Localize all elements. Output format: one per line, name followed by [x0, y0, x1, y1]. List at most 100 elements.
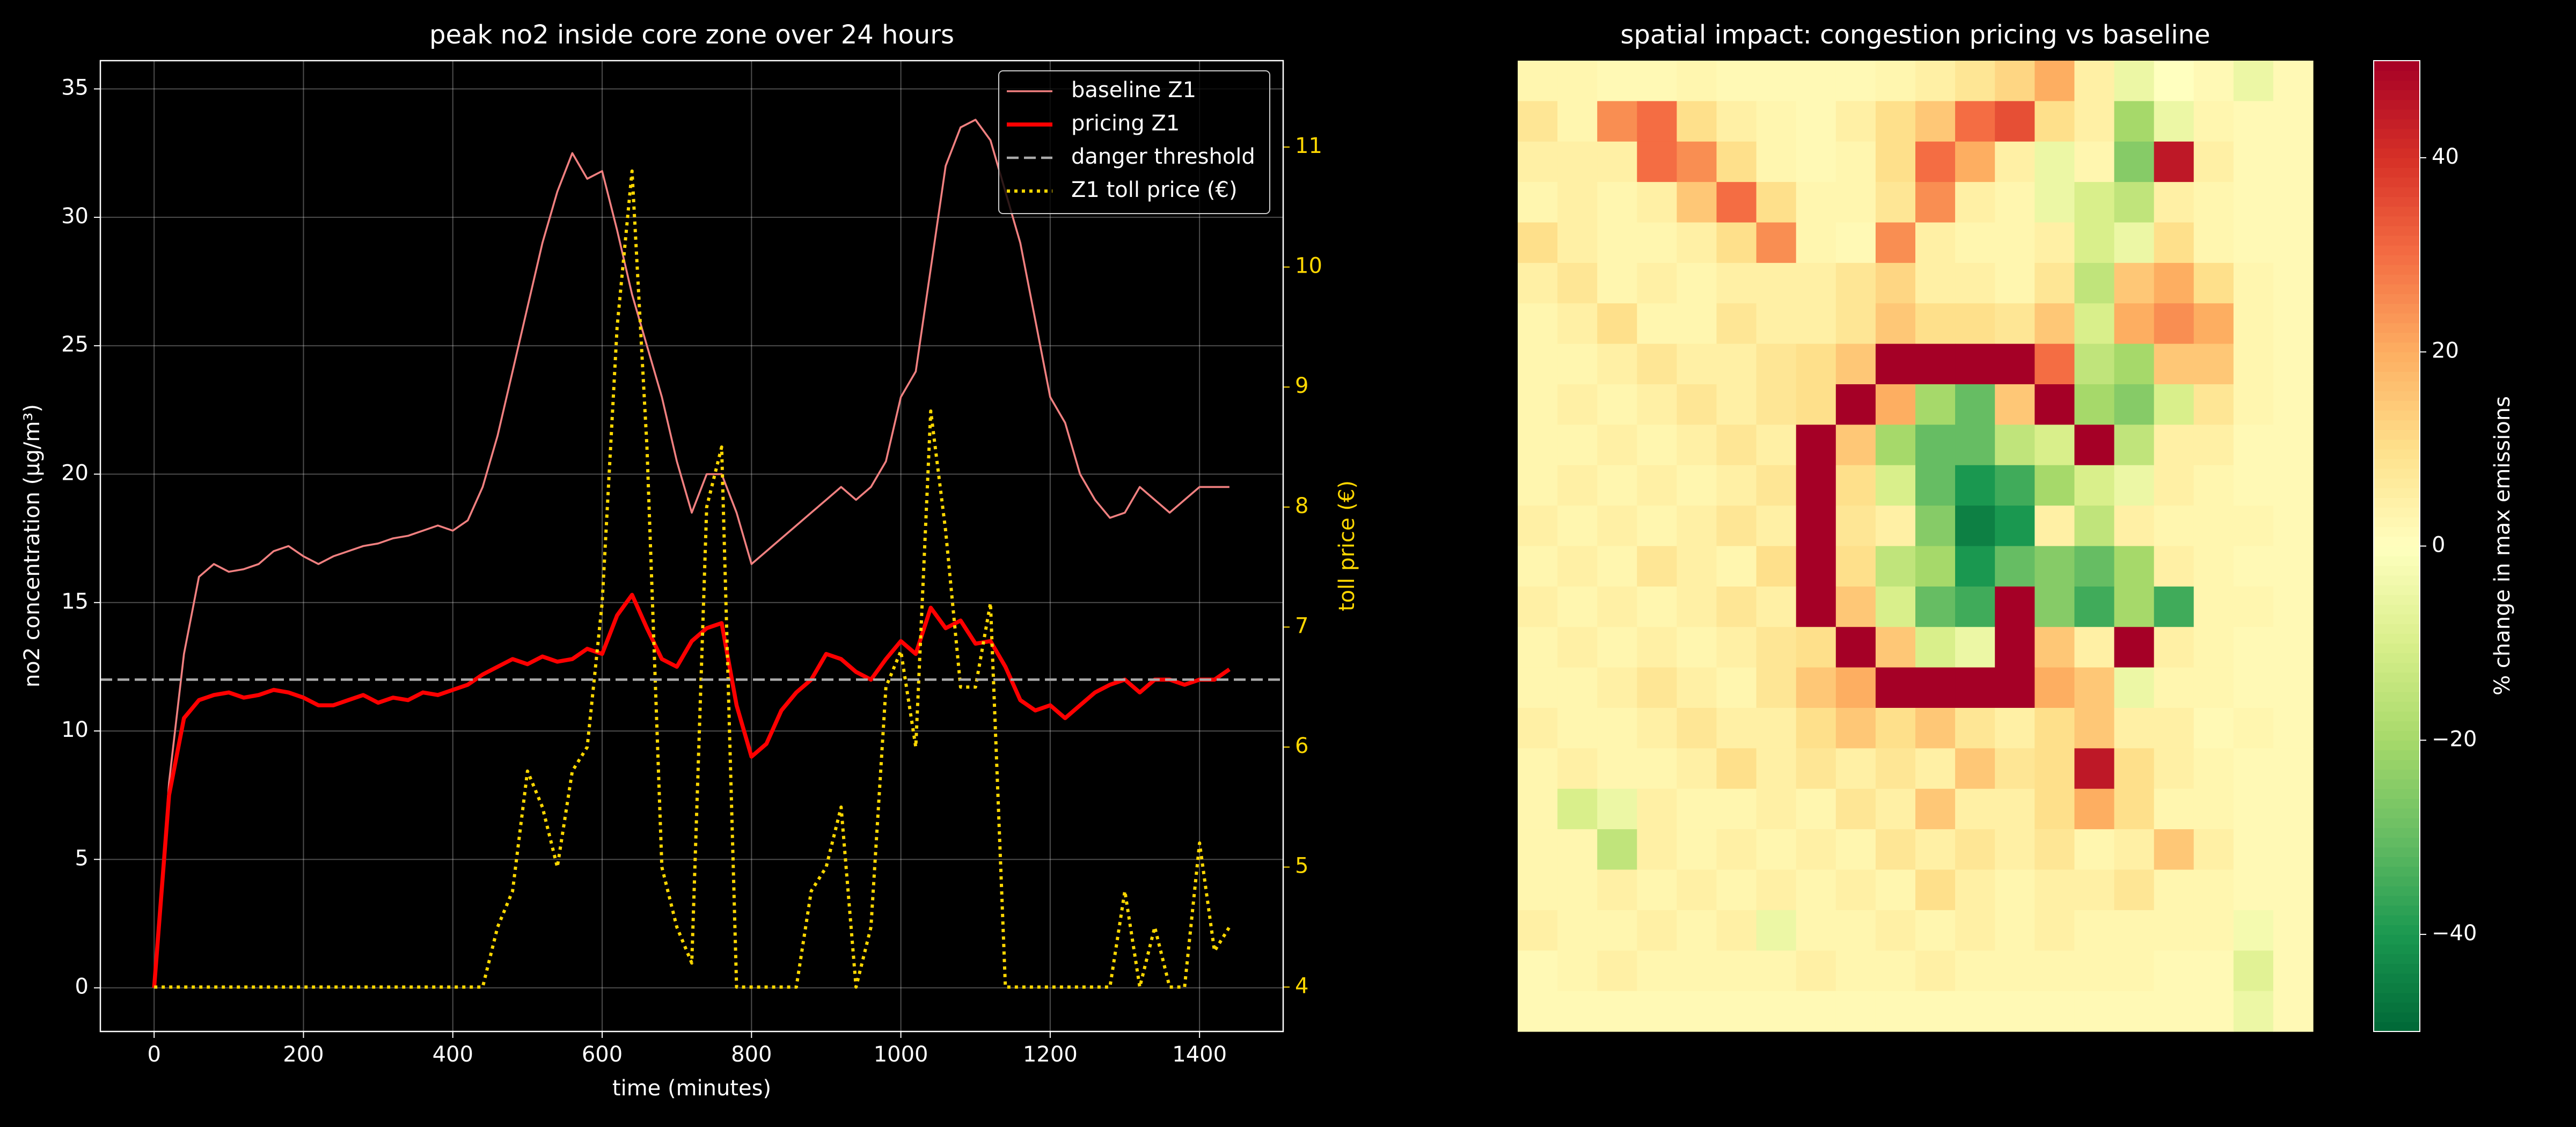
colorbar-step [2374, 769, 2420, 780]
heatmap-cell [2114, 384, 2155, 425]
colorbar-step [2374, 944, 2420, 955]
heatmap-cell [2114, 101, 2155, 142]
legend-box [998, 70, 1270, 214]
heatmap-cell [2233, 222, 2274, 264]
heatmap-cell [1756, 182, 1797, 223]
heatmap-cell [2154, 627, 2194, 668]
colorbar-step [2374, 895, 2420, 906]
heatmap-cell [1955, 708, 1995, 749]
heatmap-cell [2233, 141, 2274, 182]
heatmap-cell [1915, 586, 1956, 627]
heatmap-cell [2035, 465, 2075, 506]
heatmap-cell [1677, 586, 1717, 627]
heatmap-cell [1875, 829, 1916, 870]
heatmap-cell [1835, 829, 1876, 870]
heatmap-cell [1637, 991, 1677, 1032]
heatmap-cell [1756, 343, 1797, 385]
heatmap-cell [2154, 748, 2194, 789]
heatmap-cell [1796, 708, 1836, 749]
colorbar-step [2374, 225, 2420, 236]
heatmap-cell [1955, 546, 1995, 587]
heatmap-cell [1995, 101, 2035, 142]
y-tick-label: 15 [61, 589, 89, 614]
heatmap-cell [2273, 343, 2314, 385]
heatmap-cell [2114, 586, 2155, 627]
heatmap-cell [1835, 61, 1876, 101]
heatmap-cell [1677, 303, 1717, 345]
heatmap-cell [1716, 141, 1757, 182]
colorbar-step [2374, 429, 2420, 440]
heatmap-cell [2154, 61, 2194, 101]
heatmap-cell [2074, 748, 2115, 789]
heatmap-cell [2233, 343, 2274, 385]
heatmap-cell [1677, 991, 1717, 1032]
colorbar-step [2374, 342, 2420, 353]
heatmap-cell [1875, 303, 1916, 345]
heatmap-cell [1915, 950, 1956, 992]
heatmap-cell [1995, 343, 2035, 385]
heatmap-cell [1875, 748, 1916, 789]
heatmap-cell [2233, 910, 2274, 951]
y-tick-label: 30 [61, 204, 89, 229]
colorbar-step [2374, 439, 2420, 450]
heatmap-cell [1597, 869, 1637, 911]
heatmap-cell [1835, 627, 1876, 668]
heatmap-cell [2035, 586, 2075, 627]
heatmap-cell [1637, 465, 1677, 506]
colorbar-step [2374, 254, 2420, 265]
y-tick-label: 10 [61, 718, 89, 742]
heatmap-cell [2114, 141, 2155, 182]
heatmap-cell [1716, 667, 1757, 708]
heatmap-cell [1955, 141, 1995, 182]
heatmap-cell [1716, 101, 1757, 142]
heatmap-cell [1756, 425, 1797, 466]
y2-tick-label: 7 [1295, 613, 1308, 638]
heatmap-cell [1915, 262, 1956, 304]
heatmap-cell [2233, 950, 2274, 992]
legend-label: pricing Z1 [1071, 111, 1180, 136]
heatmap-cell [1677, 101, 1717, 142]
heatmap-cell [2154, 506, 2194, 547]
colorbar-step [2374, 866, 2420, 877]
heatmap-cell [2273, 222, 2314, 264]
colorbar-step [2374, 526, 2420, 537]
heatmap-cell [1518, 465, 1558, 506]
heatmap-cell [2154, 182, 2194, 223]
heatmap-cell [1637, 425, 1677, 466]
colorbar-step [2374, 992, 2420, 1003]
heatmap-cell [1995, 708, 2035, 749]
heatmap-cell [1875, 343, 1916, 385]
heatmap-cell [2035, 222, 2075, 264]
heatmap-cell [1677, 788, 1717, 830]
heatmap-cell [1677, 141, 1717, 182]
heatmap-cell [1518, 343, 1558, 385]
heatmap-cell [2114, 546, 2155, 587]
heatmap-cell [1597, 425, 1637, 466]
heatmap-cell [2035, 182, 2075, 223]
heatmap-cell [2154, 222, 2194, 264]
colorbar-step [2374, 400, 2420, 411]
heatmap-cell [1597, 101, 1637, 142]
heatmap-cell [1557, 788, 1598, 830]
heatmap-cell [1796, 262, 1836, 304]
heatmap-cell [1597, 384, 1637, 425]
heatmap-cell [1597, 262, 1637, 304]
heatmap-cell [1955, 425, 1995, 466]
heatmap-cell [2074, 586, 2115, 627]
colorbar-step [2374, 216, 2420, 226]
heatmap-cell [2273, 262, 2314, 304]
heatmap-cell [1995, 465, 2035, 506]
heatmap-cell [2193, 343, 2234, 385]
colorbar-step [2374, 410, 2420, 421]
heatmap-cell [1796, 182, 1836, 223]
heatmap-cell [2035, 506, 2075, 547]
colorbar-step [2374, 371, 2420, 382]
heatmap-cell [1716, 61, 1757, 101]
heatmap-cell [1955, 303, 1995, 345]
heatmap-cell [2233, 506, 2274, 547]
heatmap-cell [1915, 708, 1956, 749]
heatmap-cell [2233, 748, 2274, 789]
heatmap-cell [1677, 667, 1717, 708]
heatmap-cell [1518, 546, 1558, 587]
colorbar-step [2374, 361, 2420, 372]
